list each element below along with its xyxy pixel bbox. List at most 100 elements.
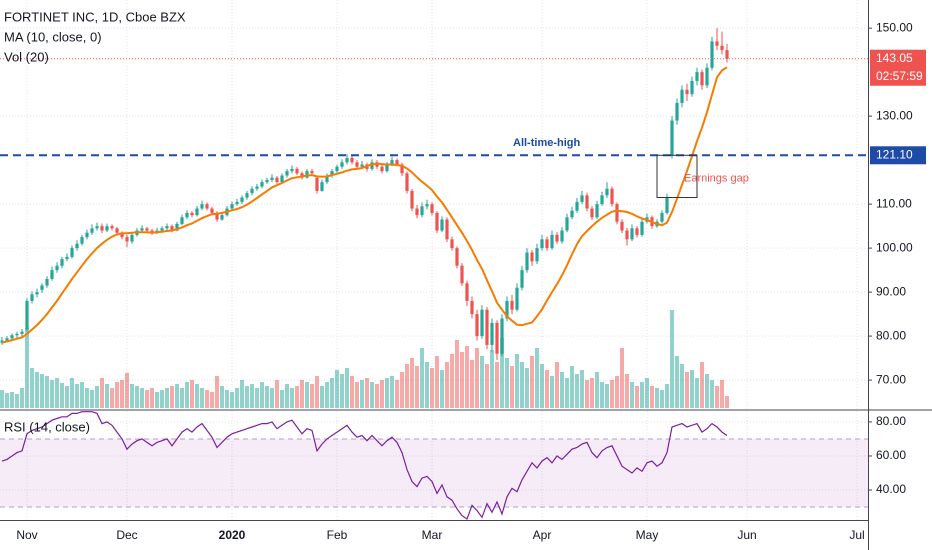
- candle-body: [210, 208, 214, 213]
- volume-bar: [595, 372, 599, 408]
- candle-body: [400, 164, 404, 174]
- candle-body: [340, 162, 344, 167]
- candle-body: [465, 283, 469, 301]
- ma-legend: MA (10, close, 0): [4, 29, 102, 44]
- volume-bar: [55, 378, 59, 408]
- candle-body: [410, 190, 414, 209]
- ath-annotation: All-time-high: [513, 137, 580, 149]
- volume-bar: [165, 388, 169, 408]
- candle-body: [240, 197, 244, 202]
- candle-body: [330, 171, 334, 176]
- gap-box: [656, 154, 698, 199]
- candle-body: [545, 239, 549, 249]
- last-price-label: 143.05: [876, 51, 913, 65]
- volume-bar: [390, 376, 394, 408]
- candle-body: [555, 234, 559, 242]
- volume-bar: [225, 390, 229, 408]
- volume-bar: [345, 368, 349, 408]
- volume-bar: [695, 378, 699, 408]
- candle-body: [550, 234, 554, 249]
- volume-bar: [50, 380, 54, 408]
- volume-bar: [235, 388, 239, 408]
- volume-bar: [530, 356, 534, 408]
- candle-body: [600, 195, 604, 205]
- volume-bar: [510, 366, 514, 408]
- candle-body: [320, 182, 324, 191]
- volume-bar: [135, 386, 139, 408]
- volume-bar: [410, 358, 414, 408]
- volume-bar: [265, 386, 269, 408]
- volume-bar: [540, 364, 544, 408]
- candle-body: [265, 179, 269, 183]
- volume-bar: [290, 388, 294, 408]
- candle-body: [540, 239, 544, 249]
- volume-bar: [65, 386, 69, 408]
- volume-bar: [205, 390, 209, 408]
- candle-body: [475, 314, 479, 337]
- x-tick-label: 2020: [219, 528, 246, 542]
- candle-body: [665, 197, 669, 213]
- volume-bar: [545, 370, 549, 408]
- candle-body: [45, 278, 49, 286]
- volume-bar: [300, 380, 304, 408]
- candle-body: [5, 338, 9, 341]
- volume-bar: [370, 382, 374, 408]
- volume-bar: [280, 390, 284, 408]
- volume-bar: [610, 380, 614, 408]
- volume-bar: [230, 392, 234, 408]
- candle-body: [140, 228, 144, 231]
- candle-body: [445, 219, 449, 240]
- volume-bar: [110, 388, 114, 408]
- volume-bar: [160, 390, 164, 408]
- rsi-tick-label: 40.00: [876, 482, 906, 496]
- candle-body: [590, 208, 594, 218]
- volume-bar: [675, 356, 679, 408]
- candle-body: [595, 204, 599, 218]
- candle-body: [255, 186, 259, 189]
- candle-body: [620, 221, 624, 231]
- candle-body: [95, 226, 99, 229]
- candle-body: [625, 230, 629, 240]
- candle-body: [195, 208, 199, 216]
- candle-body: [660, 212, 664, 222]
- volume-bar: [690, 370, 694, 408]
- candle-body: [295, 168, 299, 174]
- volume-bar: [20, 388, 24, 408]
- candle-body: [20, 331, 24, 334]
- volume-bar: [605, 384, 609, 408]
- candle-body: [680, 89, 684, 103]
- volume-bar: [320, 386, 324, 408]
- volume-bar: [275, 380, 279, 408]
- candle-body: [585, 195, 589, 209]
- volume-bar: [385, 378, 389, 408]
- candle-body: [35, 292, 39, 295]
- volume-bar: [355, 382, 359, 408]
- volume-bar: [665, 384, 669, 408]
- volume-bar: [150, 388, 154, 408]
- candle-body: [700, 72, 704, 86]
- y-tick-label: 130.00: [876, 108, 913, 122]
- ath-tag: [870, 146, 926, 165]
- candle-body: [215, 212, 219, 220]
- volume-bar: [175, 384, 179, 408]
- volume-bar: [705, 374, 709, 408]
- candle-body: [565, 217, 569, 231]
- volume-bar: [445, 362, 449, 408]
- candle-body: [285, 171, 289, 176]
- volume-bar: [15, 394, 19, 408]
- candle-body: [260, 182, 264, 187]
- candle-body: [635, 228, 639, 235]
- candle-body: [710, 41, 714, 68]
- candle-body: [345, 157, 349, 163]
- rsi-line: [1, 411, 728, 520]
- candle-body: [415, 208, 419, 216]
- volume-bar: [120, 380, 124, 408]
- x-tick-label: May: [636, 528, 659, 542]
- volume-bar: [95, 386, 99, 408]
- volume-bar: [85, 388, 89, 408]
- volume-bar: [380, 380, 384, 408]
- candle-body: [40, 285, 44, 290]
- volume-bar: [250, 384, 254, 408]
- candle-body: [290, 168, 294, 172]
- candle-body: [460, 265, 464, 284]
